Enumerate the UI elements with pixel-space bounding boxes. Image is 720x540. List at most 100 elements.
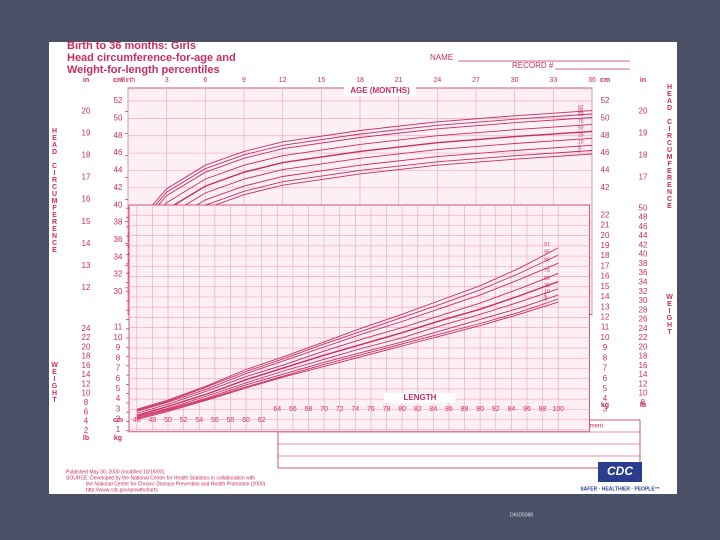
x-tick-label: 3 [165, 77, 169, 84]
y-tick-label: 32 [114, 270, 123, 279]
curve-label: 50 [578, 126, 584, 132]
curve-label: 75 [544, 268, 550, 274]
x-tick-label: 30 [511, 77, 519, 84]
x-tick-label: 48 [149, 417, 157, 424]
footer-line: Published May 30, 2000 (modified 10/16/0… [66, 469, 166, 475]
percentile-curve [136, 262, 559, 412]
curve-label: 90 [544, 258, 550, 264]
y-tick-label: 10 [601, 333, 610, 342]
y2-tick-label: 20 [82, 106, 91, 115]
y-tick-label: 7 [116, 364, 121, 373]
curve-label: 3 [544, 296, 547, 302]
unit-label: in [83, 77, 89, 84]
curve-label: 25 [544, 283, 550, 289]
percentile-curve [127, 123, 593, 248]
x-tick-label: 12 [279, 77, 287, 84]
percentile-curve [127, 113, 593, 238]
unit-label: in [640, 77, 646, 84]
y-tick-label: 52 [114, 96, 123, 105]
y-axis-label: HEAD CIRCUMFERENCE [51, 128, 58, 254]
x-tick-label: 50 [164, 417, 172, 424]
y-tick-label: 4 [116, 394, 121, 403]
curve-label: 5 [544, 293, 547, 299]
y-tick-label: 11 [601, 323, 610, 332]
y2-tick-label: 12 [639, 379, 648, 388]
x-tick-label: 27 [472, 77, 480, 84]
unit-label: cm [600, 77, 610, 84]
table-header: Comment [577, 424, 603, 430]
y2-tick-label: 40 [639, 250, 648, 259]
y2-tick-label: 4 [84, 417, 89, 426]
percentile-curve [136, 280, 559, 417]
unit-label: kg [114, 435, 122, 442]
y-tick-label: 13 [601, 302, 610, 311]
subtitle: Weight-for-length percentiles [67, 64, 220, 76]
y-tick-label: 46 [114, 148, 123, 157]
curve-label: 97 [578, 105, 584, 111]
percentile-curve [136, 247, 559, 410]
x-tick-label: 56 [211, 417, 219, 424]
y2-tick-label: 20 [639, 342, 648, 351]
x-tick-label: 36 [588, 77, 596, 84]
y-tick-label: 34 [114, 252, 123, 261]
y2-tick-label: 24 [639, 324, 648, 333]
y2-tick-label: 6 [84, 407, 89, 416]
percentile-curve [136, 301, 559, 420]
y2-tick-label: 48 [639, 213, 648, 222]
percentile-curve [136, 288, 559, 417]
footer-line: SOURCE: Developed by the National Center… [66, 475, 255, 481]
unit-label: lb [83, 435, 89, 442]
y2-tick-label: 24 [82, 324, 91, 333]
y2-tick-label: 32 [639, 287, 648, 296]
y2-tick-label: 8 [84, 398, 89, 407]
y-tick-label: 48 [114, 131, 123, 140]
logo: CDC [607, 464, 633, 478]
y2-tick-label: 42 [639, 240, 648, 249]
y-tick-label: 3 [603, 404, 608, 413]
unit-label: cm [113, 77, 123, 84]
x-tick-label: 24 [433, 77, 441, 84]
y2-tick-label: 22 [82, 333, 91, 342]
y-tick-label: 36 [114, 235, 123, 244]
y-axis-label: WEIGHT [666, 294, 673, 336]
y-tick-label: 8 [603, 353, 608, 362]
y-tick-label: 38 [114, 218, 123, 227]
percentile-curve [136, 254, 559, 411]
y-tick-label: 5 [116, 384, 121, 393]
x-axis-label: AGE (MONTHS) [350, 86, 410, 95]
x-tick-label: 60 [242, 417, 250, 424]
footer-line: http://www.cdc.gov/growthcharts [86, 487, 158, 493]
y-tick-label: 9 [116, 343, 121, 352]
y-tick-label: 8 [116, 353, 121, 362]
y2-tick-label: 15 [82, 217, 91, 226]
x-tick-label: 46 [133, 417, 141, 424]
x-tick-label: 33 [549, 77, 557, 84]
y2-tick-label: 44 [639, 231, 648, 240]
y2-tick-label: 30 [639, 296, 648, 305]
y-tick-label: 52 [601, 96, 610, 105]
y-tick-label: 21 [601, 221, 610, 230]
y-tick-label: 48 [601, 131, 610, 140]
y2-tick-label: 16 [82, 361, 91, 370]
y-axis-label: HEAD CIRCUMFERENCE [666, 84, 673, 210]
curve-label: 95 [544, 249, 550, 255]
y-tick-label: 22 [601, 210, 610, 219]
y2-tick-label: 18 [82, 151, 91, 160]
y-tick-label: 4 [603, 394, 608, 403]
x-tick-label: 21 [395, 77, 403, 84]
plot-area [128, 204, 590, 433]
record-label: RECORD # [512, 61, 554, 70]
y-tick-label: 3 [116, 404, 121, 413]
y2-tick-label: 26 [639, 315, 648, 324]
y-tick-label: 42 [601, 183, 610, 192]
y-tick-label: 18 [601, 251, 610, 260]
y2-tick-label: 18 [82, 352, 91, 361]
percentile-curve [136, 294, 559, 418]
y-tick-label: 10 [114, 333, 123, 342]
y2-tick-label: 12 [82, 379, 91, 388]
y-axis-label: WEIGHT [51, 362, 58, 404]
curve-label: 97 [544, 242, 550, 248]
y-tick-label: 40 [114, 200, 123, 209]
